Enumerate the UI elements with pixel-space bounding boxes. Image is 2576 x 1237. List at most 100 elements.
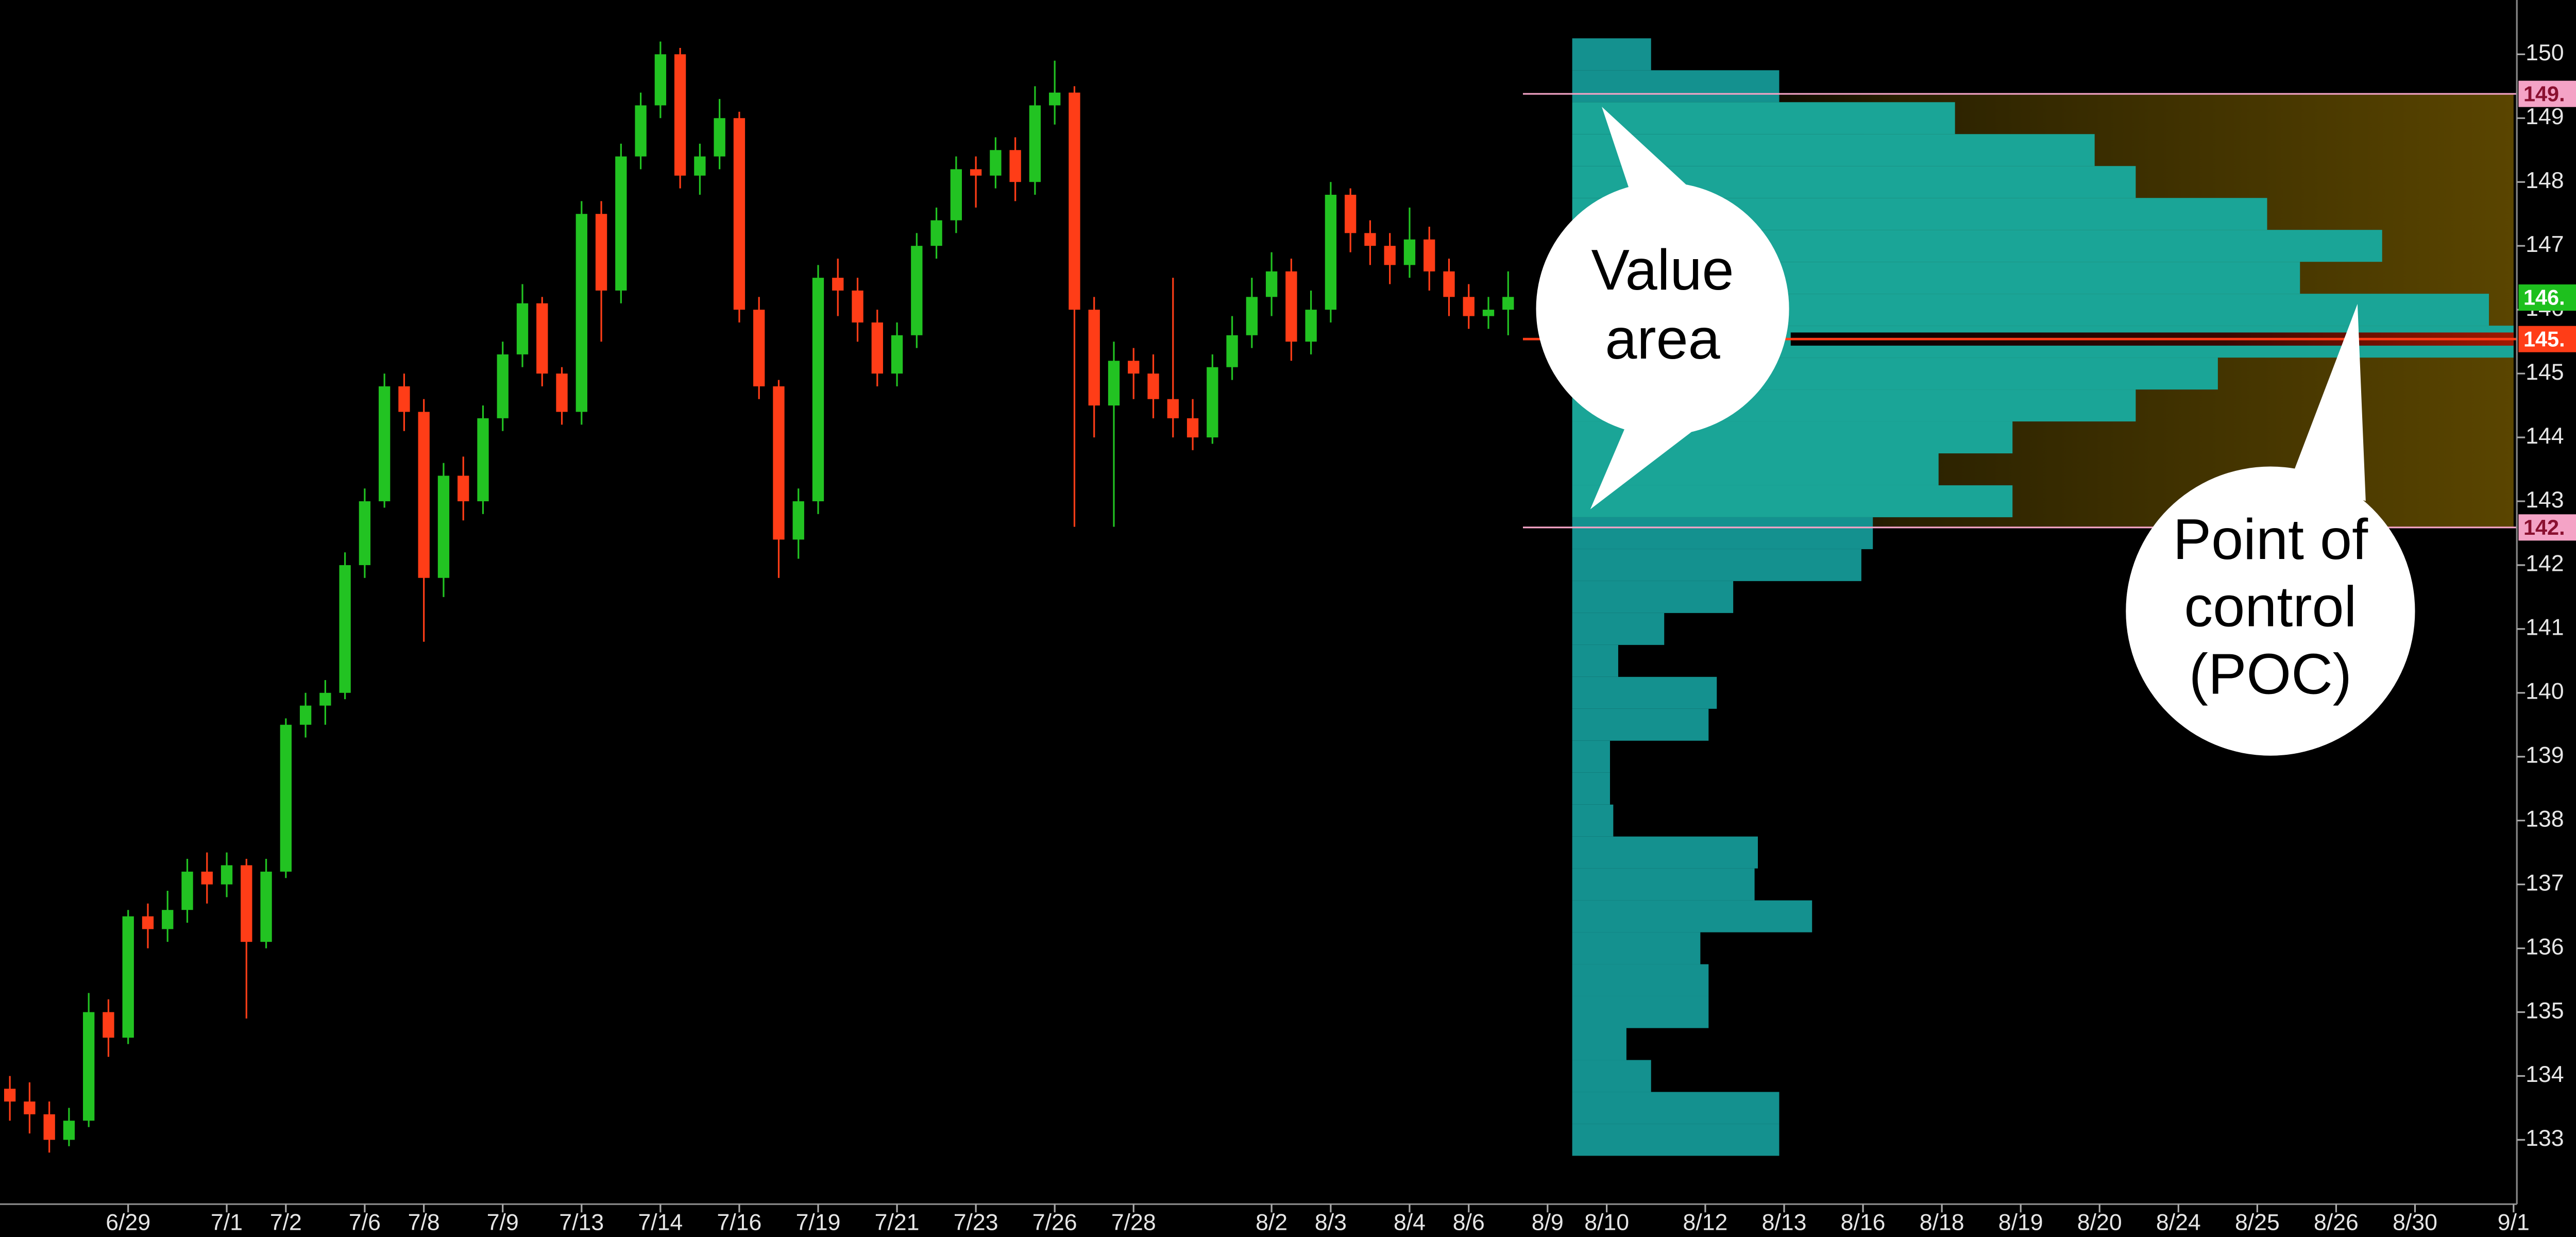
candle-body [1443,271,1455,297]
y-tick-label: 150 [2526,40,2564,65]
x-tick-label: 7/26 [1032,1210,1077,1235]
candle-body [1325,195,1337,310]
profile-bar [1572,1060,1651,1092]
profile-bar [1572,772,1610,805]
candle-body [536,303,548,374]
candle-body [418,412,430,578]
x-tick-label: 7/13 [559,1210,604,1235]
profile-bar [1572,676,1717,709]
callout-bubble [2126,466,2415,756]
candle-body [1384,246,1396,265]
profile-bar [1572,645,1618,677]
candle-body [1147,374,1159,399]
x-tick-label: 7/28 [1111,1210,1156,1235]
x-tick-label: 7/2 [270,1210,302,1235]
candle-body [122,916,134,1038]
candle-body [792,501,804,540]
candle-body [595,214,607,291]
y-tick-label: 147 [2526,232,2564,257]
candle-body [733,118,745,310]
candle-body [635,105,647,157]
candle-body [437,476,450,578]
candle-body [891,335,903,374]
candle-body [181,871,193,910]
candle-body [1482,310,1495,316]
candle-body [63,1121,75,1140]
price-badge [2518,514,2576,541]
candle-body [556,374,568,412]
candle-body [516,303,529,354]
candle-body [1364,233,1376,246]
candle-body [674,54,686,176]
x-tick-label: 8/24 [2156,1210,2201,1235]
candle-body [1108,361,1120,406]
candle-body [970,169,982,176]
candle-body [162,910,174,929]
candle-body [1285,271,1297,342]
y-tick-label: 144 [2526,423,2564,449]
candle-body [280,724,292,872]
candle-body [714,118,725,157]
x-tick-label: 8/25 [2235,1210,2280,1235]
x-tick-label: 8/20 [2077,1210,2122,1235]
candle-body [694,156,706,176]
annotation-text: (POC) [2189,641,2352,706]
price-badge-label: 149. [2523,81,2565,106]
candle-body [575,214,587,412]
candle-body [1207,367,1218,438]
candle-body [1187,418,1199,438]
y-tick-label: 142 [2526,551,2564,577]
candle-body [241,865,252,942]
profile-bar [1572,1092,1780,1124]
x-tick-label: 8/2 [1256,1210,1287,1235]
candle-body [1049,92,1061,106]
x-tick-label: 6/29 [106,1210,150,1235]
candle-body [477,418,489,501]
candle-body [1345,195,1357,233]
annotation-text: area [1605,307,1720,371]
x-tick-label: 8/26 [2314,1210,2359,1235]
callout-pointer [2292,303,2366,501]
profile-bar [1572,900,1812,933]
candle-body [260,871,272,942]
candle-body [4,1089,16,1102]
profile-bar [1572,38,1651,71]
x-tick-label: 8/6 [1453,1210,1485,1235]
candle-body [398,386,410,412]
x-tick-label: 7/8 [408,1210,440,1235]
y-tick-label: 143 [2526,487,2564,513]
candle-body [359,501,371,565]
candle-body [812,278,824,501]
price-badge [2518,284,2576,311]
candle-body [1226,335,1238,367]
x-tick-label: 7/16 [717,1210,762,1235]
candle-body [497,354,509,418]
candle-body [1423,239,1435,272]
x-tick-label: 7/6 [349,1210,381,1235]
profile-bar [1572,581,1734,613]
y-tick-label: 145 [2526,360,2564,385]
y-tick-label: 140 [2526,679,2564,704]
candle-body [201,871,213,885]
candle-body [753,310,765,386]
candle-body [83,1012,95,1121]
candle-body [142,916,154,929]
candle-body [299,705,312,725]
x-tick-label: 7/19 [796,1210,841,1235]
profile-bar [1572,932,1701,964]
y-tick-label: 148 [2526,168,2564,193]
profile-bar [1572,102,1955,134]
profile-bar [1572,708,1709,741]
annotation-text: control [2184,574,2357,639]
candle-body [950,169,962,221]
x-tick-label: 7/14 [638,1210,683,1235]
profile-bar [1572,964,1709,996]
x-tick-label: 7/21 [875,1210,920,1235]
candle-body [832,278,844,291]
profile-bar [1572,1124,1780,1156]
profile-bar [1572,485,2013,517]
profile-bar [1572,70,1780,103]
x-tick-label: 8/3 [1315,1210,1347,1235]
candle-body [1502,297,1514,310]
candle-body [1128,361,1140,374]
